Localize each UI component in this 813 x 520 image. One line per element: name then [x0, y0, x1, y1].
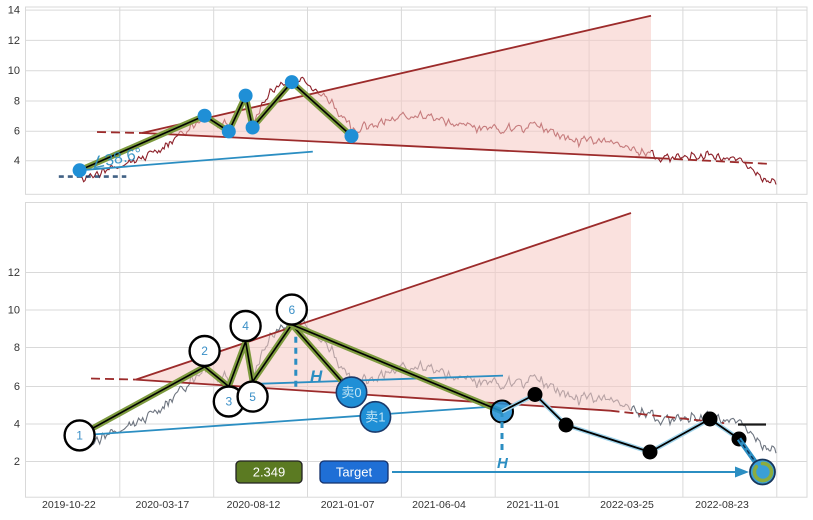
svg-text:2: 2	[14, 456, 20, 468]
svg-text:6: 6	[288, 303, 295, 317]
svg-text:8: 8	[14, 342, 20, 354]
svg-text:5: 5	[249, 390, 256, 404]
svg-text:4: 4	[242, 319, 249, 333]
svg-text:10: 10	[8, 305, 20, 317]
svg-text:6: 6	[14, 381, 20, 393]
svg-text:2021-01-07: 2021-01-07	[321, 499, 375, 511]
svg-text:10: 10	[8, 65, 20, 77]
svg-text:卖0: 卖0	[341, 385, 361, 400]
svg-text:4: 4	[14, 419, 20, 431]
svg-text:2: 2	[201, 344, 208, 358]
svg-text:2022-03-25: 2022-03-25	[600, 499, 654, 511]
svg-text:2.349: 2.349	[253, 465, 286, 480]
svg-text:2019-10-22: 2019-10-22	[42, 499, 96, 511]
svg-text:1: 1	[76, 429, 83, 443]
svg-text:H: H	[497, 455, 509, 472]
svg-text:2022-08-23: 2022-08-23	[695, 499, 749, 511]
svg-text:Target: Target	[336, 465, 373, 480]
svg-text:6: 6	[14, 126, 20, 138]
svg-text:2021-11-01: 2021-11-01	[507, 499, 560, 511]
svg-text:2020-03-17: 2020-03-17	[136, 499, 190, 511]
svg-text:2020-08-12: 2020-08-12	[227, 499, 281, 511]
svg-text:12: 12	[8, 35, 20, 47]
svg-text:H: H	[310, 367, 323, 386]
svg-text:3: 3	[225, 395, 232, 409]
svg-text:4: 4	[14, 155, 20, 167]
svg-text:卖1: 卖1	[365, 410, 385, 425]
svg-text:12: 12	[8, 267, 20, 279]
svg-text:8: 8	[14, 95, 20, 107]
svg-text:14: 14	[8, 5, 20, 17]
svg-text:2021-06-04: 2021-06-04	[412, 499, 466, 511]
